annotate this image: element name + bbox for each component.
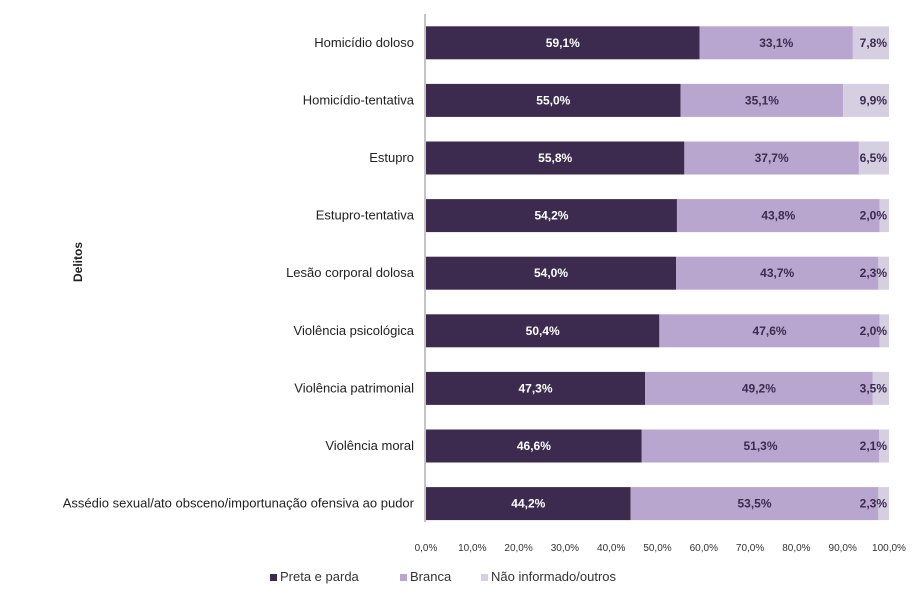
data-label: 54,2%: [534, 209, 568, 223]
bar-segment: [426, 256, 677, 290]
data-label: 35,1%: [745, 93, 779, 107]
bar-segment: [676, 256, 879, 290]
x-tick-label: 0,0%: [415, 543, 438, 554]
data-label: 37,7%: [755, 151, 789, 165]
x-tick-label: 20,0%: [504, 543, 532, 554]
bar-segment: [878, 487, 889, 521]
x-tick-label: 90,0%: [829, 543, 857, 554]
x-axis-ticks: 0,0% 10,0% 20,0% 30,0% 40,0% 50,0% 60,0% 70,0% 8…: [415, 543, 906, 554]
bar-segment: [644, 371, 873, 405]
data-label: 55,0%: [536, 93, 570, 107]
data-label: 9,9%: [860, 93, 888, 107]
bar-segment: [426, 314, 660, 348]
data-label: 43,8%: [761, 209, 795, 223]
data-label: 44,2%: [511, 497, 545, 511]
category-label: Assédio sexual/ato obsceno/importunação …: [63, 496, 415, 511]
bar-segment: [684, 141, 859, 175]
bar-segment: [676, 199, 880, 233]
x-tick-label: 50,0%: [643, 543, 671, 554]
legend-swatch: [270, 574, 277, 581]
data-label: 51,3%: [744, 439, 778, 453]
bar-segment: [426, 26, 700, 60]
bar-segment: [426, 83, 681, 117]
category-labels: Homicídio doloso Homicídio-tentativa Estup…: [63, 35, 415, 511]
legend-entry: Não informado/outros: [491, 569, 617, 584]
bar-segment: [872, 371, 889, 405]
bar-segment: [659, 314, 880, 348]
category-label: Estupro-tentativa: [316, 208, 415, 223]
category-label: Homicídio-tentativa: [303, 92, 415, 107]
data-label: 46,6%: [517, 439, 551, 453]
data-label: 7,8%: [860, 36, 888, 50]
bar-segment: [879, 314, 889, 348]
data-label: 2,1%: [860, 439, 888, 453]
bar-segment: [680, 83, 844, 117]
x-tick-label: 40,0%: [597, 543, 625, 554]
data-label: 33,1%: [759, 36, 793, 50]
data-label: 47,3%: [518, 381, 552, 395]
data-label: 47,6%: [753, 324, 787, 338]
legend: Preta e parda Branca Não informado/outros: [270, 569, 617, 584]
bar-segment: [426, 371, 645, 405]
data-label: 54,0%: [534, 266, 568, 280]
category-label: Homicídio doloso: [314, 35, 414, 50]
data-label: 2,0%: [860, 324, 888, 338]
bar-segment: [858, 141, 889, 175]
x-tick-label: 10,0%: [458, 543, 486, 554]
bar-segment: [879, 199, 889, 233]
bar-segment: [426, 487, 631, 521]
y-axis-title: Delitos: [71, 242, 85, 282]
category-label: Violência patrimonial: [294, 380, 414, 395]
data-label: 6,5%: [860, 151, 888, 165]
bar-segment: [699, 26, 853, 60]
legend-swatch: [400, 574, 407, 581]
x-tick-label: 80,0%: [782, 543, 810, 554]
x-tick-label: 60,0%: [690, 543, 718, 554]
x-tick-label: 30,0%: [551, 543, 579, 554]
data-label: 43,7%: [760, 266, 794, 280]
bars-group: 59,1% 33,1% 7,8% 55,0% 35,1% 9,9% 55,8% 37,7% 6,…: [426, 26, 889, 521]
bar-segment: [426, 141, 685, 175]
data-label: 2,3%: [860, 497, 888, 511]
bar-segment: [878, 256, 889, 290]
legend-entry: Branca: [410, 569, 452, 584]
x-tick-label: 70,0%: [736, 543, 764, 554]
bar-segment: [843, 83, 889, 117]
legend-swatch: [481, 574, 488, 581]
category-label: Estupro: [369, 150, 414, 165]
bar-segment: [641, 429, 880, 463]
data-label: 59,1%: [546, 36, 580, 50]
bar-segment: [630, 487, 879, 521]
x-tick-label: 100,0%: [872, 543, 906, 554]
data-label: 3,5%: [860, 381, 888, 395]
bar-segment: [426, 199, 677, 233]
data-label: 49,2%: [742, 381, 776, 395]
category-label: Lesão corporal dolosa: [286, 265, 415, 280]
data-label: 53,5%: [737, 497, 771, 511]
category-label: Violência psicológica: [294, 323, 415, 338]
bar-segment: [852, 26, 889, 60]
bar-segment: [426, 429, 642, 463]
legend-entry: Preta e parda: [280, 569, 360, 584]
bar-segment: [879, 429, 889, 463]
data-label: 55,8%: [538, 151, 572, 165]
data-label: 2,0%: [860, 209, 888, 223]
category-label: Violência moral: [325, 438, 414, 453]
data-label: 2,3%: [860, 266, 888, 280]
data-label: 50,4%: [526, 324, 560, 338]
